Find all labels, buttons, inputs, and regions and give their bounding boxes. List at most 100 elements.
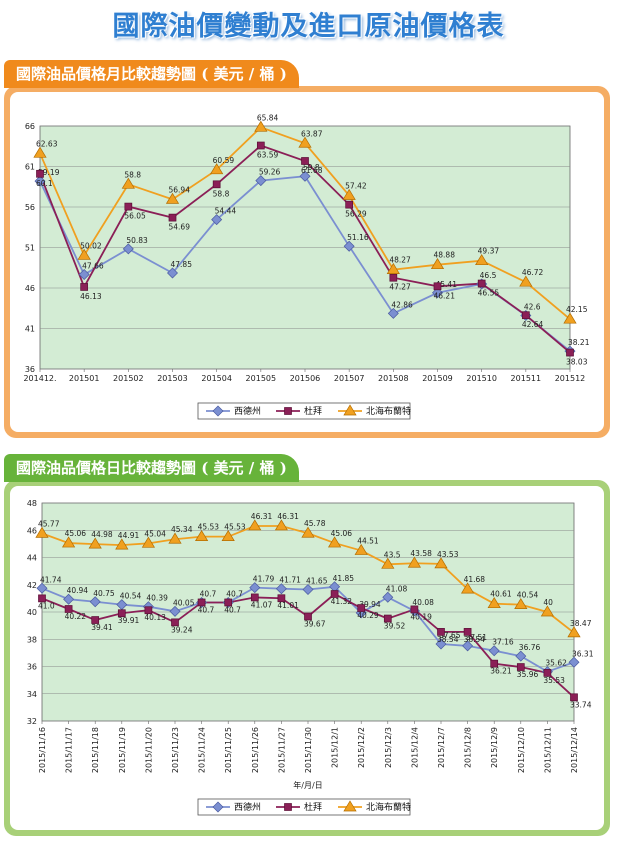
data-label: 56.29 — [345, 210, 367, 219]
data-label: 35.62 — [545, 659, 567, 668]
data-label: 46.55 — [478, 289, 500, 298]
x-tick-label: 2015/12/9 — [490, 727, 499, 768]
data-point — [35, 526, 49, 538]
data-point — [254, 120, 268, 132]
data-point — [435, 638, 447, 650]
data-point — [386, 262, 400, 274]
data-label: 41.79 — [253, 575, 275, 584]
x-tick-label: 2015/11/23 — [171, 727, 180, 773]
data-label: 39.24 — [171, 625, 193, 634]
data-label: 41.74 — [40, 575, 62, 584]
data-label: 63.59 — [257, 151, 279, 160]
data-label: 45.53 — [224, 523, 246, 532]
legend-entry: 北海布蘭特 — [366, 405, 411, 417]
y-tick-label: 46 — [25, 284, 35, 293]
data-point — [221, 529, 235, 542]
data-point — [80, 283, 89, 291]
data-label: 40.54 — [120, 592, 142, 601]
data-label: 59.26 — [259, 168, 281, 177]
data-point — [389, 273, 398, 282]
data-label: 62.63 — [36, 139, 58, 148]
data-label: 40.61 — [490, 590, 512, 599]
data-point — [34, 175, 46, 187]
data-label: 40.75 — [93, 589, 115, 598]
legend — [197, 402, 411, 420]
data-point — [121, 177, 135, 189]
data-label: 46.31 — [251, 512, 273, 521]
data-point — [302, 584, 314, 596]
data-point — [256, 141, 265, 150]
data-point — [342, 188, 356, 200]
data-label: 59.19 — [38, 168, 60, 177]
data-point — [299, 170, 311, 182]
data-label: 43.5 — [384, 550, 401, 559]
data-label: 56.94 — [169, 185, 191, 194]
data-label: 43.53 — [437, 550, 459, 559]
data-label: 47.66 — [82, 262, 104, 271]
data-point — [301, 526, 315, 538]
data-point — [410, 605, 419, 614]
data-label: 38.47 — [570, 619, 592, 628]
data-label: 40.22 — [65, 612, 87, 621]
y-tick-label: 36 — [27, 663, 37, 672]
data-point — [540, 605, 555, 617]
data-label: 40.7 — [198, 605, 215, 614]
data-point — [168, 213, 177, 222]
data-label: 39.67 — [304, 619, 326, 628]
data-label: 54.69 — [169, 223, 191, 232]
data-label: 46.13 — [80, 292, 102, 301]
data-label: 38.54 — [464, 635, 486, 644]
x-tick-label: 201412. — [23, 374, 56, 383]
y-tick-label: 36 — [25, 365, 35, 374]
data-point — [77, 248, 91, 260]
data-label: 60.1 — [36, 179, 53, 188]
data-label: 36.76 — [519, 643, 541, 652]
data-label: 41.65 — [306, 577, 328, 586]
data-label: 41.71 — [279, 576, 301, 585]
data-point — [194, 529, 209, 542]
legend-entry: 西德州 — [234, 405, 261, 417]
data-label: 54.44 — [215, 207, 237, 216]
data-label: 45.06 — [331, 529, 353, 538]
data-label: 41.85 — [333, 574, 355, 583]
data-point — [477, 279, 486, 288]
data-point — [63, 593, 75, 605]
x-tick-label: 201504 — [201, 374, 232, 383]
data-label: 38.03 — [566, 358, 588, 367]
page-title: 國際油價變動及進口原油價格表 — [112, 11, 505, 42]
legend — [197, 798, 411, 816]
x-tick-label: 2015/11/16 — [38, 727, 47, 773]
data-label: 38.21 — [568, 338, 590, 347]
y-tick-label: 61 — [25, 163, 35, 172]
data-label: 65.84 — [257, 113, 279, 122]
data-label: 38.54 — [437, 635, 459, 644]
data-point — [210, 163, 224, 175]
data-point — [570, 693, 578, 702]
data-point — [430, 257, 445, 270]
data-point — [543, 669, 552, 677]
data-label: 41.32 — [331, 597, 353, 606]
x-tick-label: 201511 — [511, 374, 542, 383]
data-label: 46.21 — [434, 291, 456, 300]
data-label: 44.51 — [357, 537, 379, 546]
data-label: 41.08 — [386, 584, 408, 593]
data-point — [88, 537, 102, 549]
data-point — [298, 136, 312, 148]
data-label: 63.87 — [301, 129, 323, 138]
x-tick-label: 2015/12/14 — [570, 727, 579, 773]
x-tick-label: 201502 — [113, 374, 144, 383]
data-point — [516, 663, 525, 671]
data-point — [274, 519, 289, 531]
data-label: 47.27 — [389, 283, 411, 292]
data-label: 40.05 — [173, 598, 195, 607]
y-tick-label: 66 — [25, 122, 35, 131]
data-point — [89, 596, 101, 608]
data-label: 40.7 — [200, 589, 217, 598]
data-point — [515, 650, 527, 662]
data-point — [330, 590, 339, 598]
data-label: 41.68 — [464, 575, 486, 584]
data-label: 36.21 — [490, 667, 512, 676]
data-label: 50.02 — [80, 241, 102, 250]
x-tick-label: 201507 — [334, 374, 365, 383]
x-tick-label: 201506 — [290, 374, 321, 383]
